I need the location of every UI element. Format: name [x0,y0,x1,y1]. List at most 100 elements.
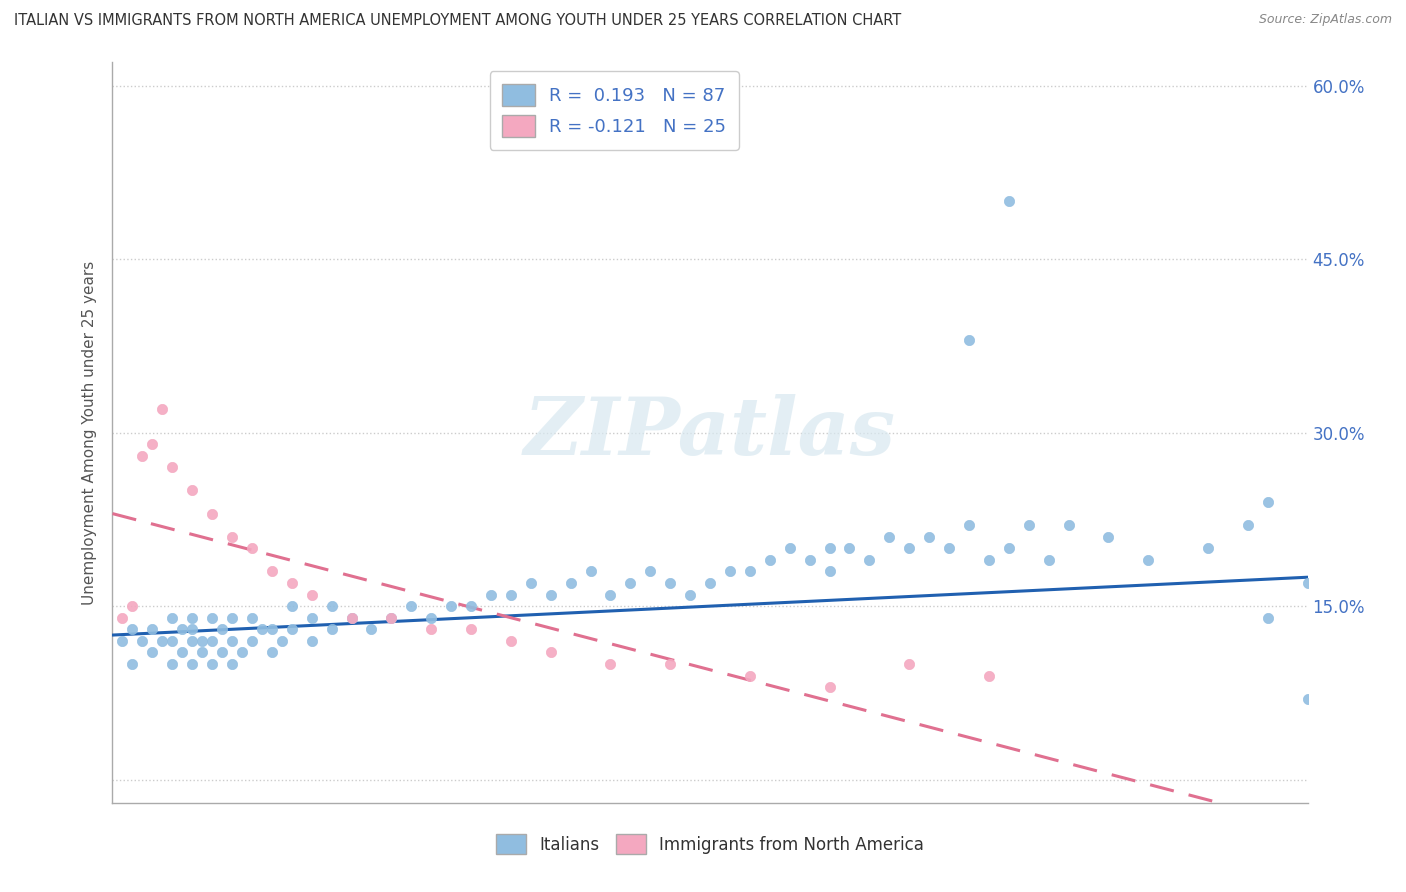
Point [121,599,143,614]
Point [659,657,682,671]
Text: Source: ZipAtlas.com: Source: ZipAtlas.com [1258,13,1392,27]
Point [141,622,163,636]
Point [718,565,741,579]
Text: ITALIAN VS IMMIGRANTS FROM NORTH AMERICA UNEMPLOYMENT AMONG YOUTH UNDER 25 YEARS: ITALIAN VS IMMIGRANTS FROM NORTH AMERICA… [14,13,901,29]
Point [221,610,243,624]
Text: ZIPatlas: ZIPatlas [524,394,896,471]
Point [479,588,502,602]
Point [499,633,522,648]
Point [898,541,921,556]
Point [281,622,304,636]
Point [141,645,163,659]
Point [321,622,343,636]
Point [221,530,243,544]
Point [898,657,921,671]
Point [150,633,173,648]
Point [738,565,761,579]
Point [380,610,402,624]
Point [111,610,134,624]
Point [260,565,283,579]
Point [401,599,423,614]
Point [619,576,641,591]
Point [162,460,183,475]
Point [121,622,143,636]
Point [499,588,522,602]
Point [181,657,204,671]
Point [640,565,662,579]
Point [181,483,204,498]
Point [281,599,304,614]
Point [1197,541,1219,556]
Point [380,610,402,624]
Point [131,449,153,463]
Point [560,576,582,591]
Point [111,633,134,648]
Point [1018,518,1040,533]
Point [321,599,343,614]
Point [879,530,901,544]
Point [420,610,443,624]
Point [659,576,682,591]
Point [420,622,443,636]
Point [301,633,323,648]
Point [440,599,463,614]
Point [270,633,292,648]
Point [301,588,323,602]
Point [1097,530,1119,544]
Point [818,680,841,694]
Point [191,645,214,659]
Point [520,576,543,591]
Point [599,657,621,671]
Point [957,518,980,533]
Point [998,541,1021,556]
Point [162,610,183,624]
Point [1237,518,1260,533]
Point [599,588,621,602]
Point [818,541,841,556]
Point [1296,691,1319,706]
Point [579,565,602,579]
Point [191,633,214,648]
Point [250,622,273,636]
Point [759,553,782,567]
Point [201,610,224,624]
Point [181,622,204,636]
Point [281,576,304,591]
Point [240,633,263,648]
Point [957,333,980,347]
Point [211,622,233,636]
Point [679,588,702,602]
Point [172,645,194,659]
Point [858,553,880,567]
Point [162,657,183,671]
Point [1296,576,1319,591]
Point [240,610,263,624]
Point [838,541,860,556]
Point [201,507,224,521]
Point [977,668,1000,682]
Point [779,541,801,556]
Point [301,610,323,624]
Point [231,645,253,659]
Point [260,622,283,636]
Point [141,437,163,451]
Y-axis label: Unemployment Among Youth under 25 years: Unemployment Among Youth under 25 years [82,260,97,605]
Point [201,657,224,671]
Point [818,565,841,579]
Point [977,553,1000,567]
Point [181,633,204,648]
Point [162,633,183,648]
Point [172,622,194,636]
Point [540,645,562,659]
Point [340,610,363,624]
Point [131,633,153,648]
Point [1038,553,1060,567]
Point [221,657,243,671]
Point [340,610,363,624]
Point [211,645,233,659]
Point [938,541,960,556]
Legend: Italians, Immigrants from North America: Italians, Immigrants from North America [489,828,931,861]
Point [1137,553,1160,567]
Point [799,553,821,567]
Point [360,622,382,636]
